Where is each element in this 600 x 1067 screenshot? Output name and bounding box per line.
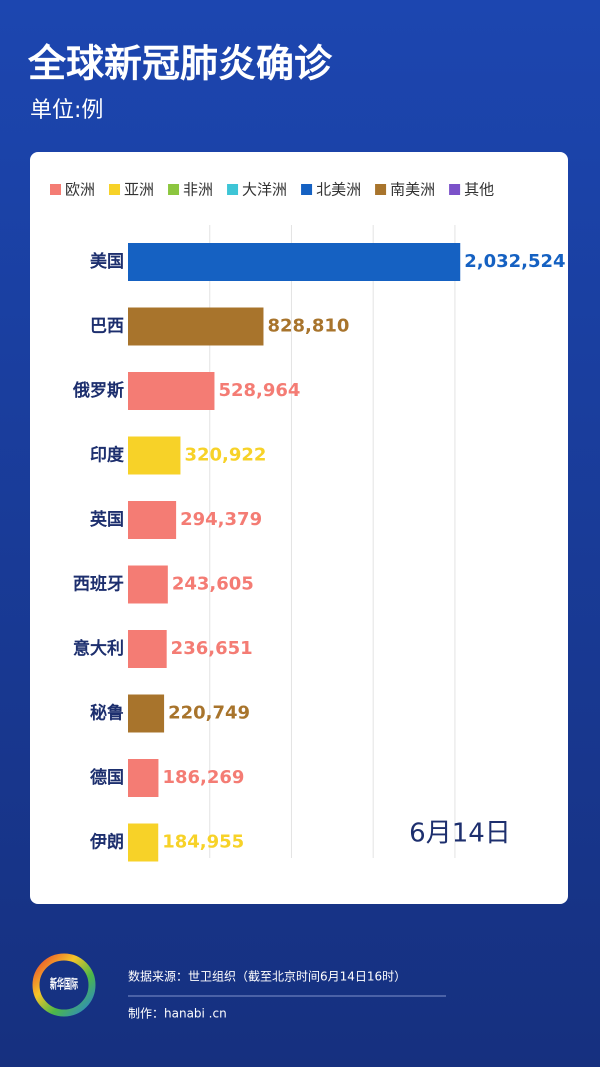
y-tick-label: 西班牙 [73, 575, 124, 595]
legend-swatch [227, 184, 239, 195]
y-tick-label: 印度 [90, 445, 125, 466]
source: 数据来源：世卫组织（截至北京时间6月14日16时） [128, 969, 406, 984]
value-label: 236,651 [171, 638, 253, 659]
plot: 欧洲 亚洲 非洲 大洋洲 北美洲 南美洲 其他美国巴西俄罗斯印度英国西班牙意大利秘鲁德国伊朗… [50, 181, 566, 862]
legend-swatch [50, 184, 61, 195]
legend-swatch [449, 184, 461, 195]
legend-label: 非洲 [183, 181, 213, 199]
bar [128, 243, 461, 281]
legend-label: 其他 [464, 181, 494, 199]
bar [128, 372, 215, 410]
value-label: 184,955 [162, 832, 244, 853]
y-tick-label: 伊朗 [89, 832, 124, 853]
chart-title: 全球新冠肺炎确诊 [27, 42, 333, 86]
date-annotation: 6月14日 [409, 819, 511, 849]
y-tick-label: 德国 [90, 767, 124, 788]
y-tick-label: 英国 [90, 509, 124, 530]
bar [128, 759, 159, 797]
y-tick-label: 巴西 [90, 317, 124, 337]
value-label: 2,032,524 [464, 251, 565, 272]
bar [128, 436, 181, 475]
value-label: 186,269 [162, 767, 244, 788]
bar [128, 694, 165, 733]
bar [128, 630, 167, 668]
value-label: 220,749 [168, 703, 250, 724]
legend-label: 南美洲 [390, 181, 435, 199]
value-label: 294,379 [180, 509, 262, 530]
logo: 新华国际 [50, 977, 78, 993]
bar [128, 565, 168, 604]
y-tick-label: 美国 [90, 251, 124, 272]
bar [128, 823, 159, 862]
y-tick-label: 意大利 [73, 638, 124, 659]
legend-swatch [301, 184, 313, 195]
value-label: 243,605 [172, 574, 254, 595]
legend-label: 欧洲 [65, 181, 95, 199]
value-label: 828,810 [267, 316, 349, 337]
legend-label: 北美洲 [316, 181, 361, 199]
legend-label: 大洋洲 [242, 181, 287, 199]
bar [128, 307, 264, 346]
logo-ring [32, 953, 96, 1017]
legend-swatch [375, 184, 387, 195]
value-label: 528,964 [218, 380, 300, 401]
bar [128, 501, 177, 539]
legend-swatch [109, 184, 121, 195]
legend-swatch [168, 184, 180, 195]
y-tick-label: 秘鲁 [90, 703, 124, 724]
y-tick-label: 俄罗斯 [72, 380, 124, 401]
legend-label: 亚洲 [124, 181, 154, 199]
credit: 制作：hanabi .cn [128, 1007, 227, 1021]
chart-subtitle: 单位:例 [30, 98, 103, 123]
value-label: 320,922 [184, 445, 266, 466]
